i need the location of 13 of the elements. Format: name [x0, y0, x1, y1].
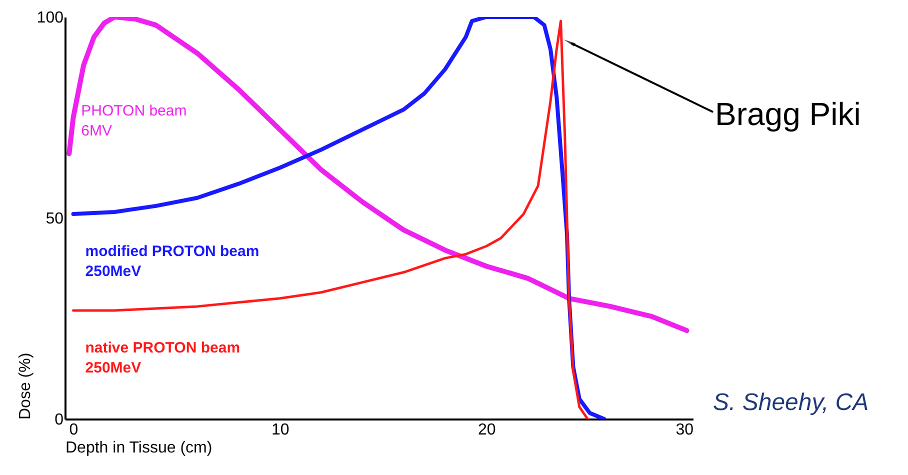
series-label: modified PROTON beam 250MeV — [85, 242, 260, 280]
y-tick-label: 50 — [46, 210, 64, 228]
text: S. Sheehy, CA — [713, 389, 869, 416]
y-tick-label: 100 — [36, 10, 64, 26]
x-tick-label: 20 — [478, 422, 496, 438]
series-label: PHOTON beam 6MV — [81, 102, 187, 140]
x-tick-label: 10 — [271, 422, 290, 438]
x-tick-label: 0 — [69, 422, 78, 438]
series-label: native PROTON beam 250MeV — [85, 339, 240, 376]
y-axis-title: Dose (%) — [16, 352, 34, 420]
annotation: Bragg Piki — [715, 96, 861, 132]
x-axis-title: Depth in Tissue (cm) — [66, 440, 212, 456]
x-tick-label: 30 — [676, 422, 694, 438]
